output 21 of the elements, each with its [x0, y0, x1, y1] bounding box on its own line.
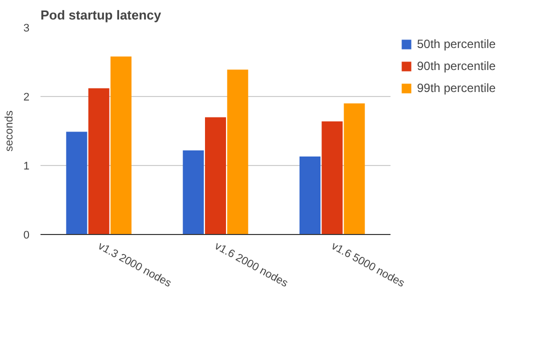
bar: [227, 70, 248, 234]
bar: [182, 150, 204, 234]
bar: [322, 121, 343, 234]
y-tick-label: 0: [23, 230, 30, 242]
y-tick-label: 2: [23, 92, 30, 104]
bar: [110, 56, 132, 234]
legend-label: 90th percentile: [417, 59, 497, 73]
y-axis-title: seconds: [3, 110, 16, 152]
x-tick-label: v1.6 5000 nodes: [329, 240, 407, 290]
y-tick-label: 3: [23, 22, 30, 34]
y-tick-label: 1: [23, 160, 30, 172]
x-tick-label: v1.3 2000 nodes: [96, 240, 174, 290]
bar: [66, 132, 88, 234]
legend-label: 50th percentile: [417, 37, 497, 51]
bar: [344, 103, 365, 234]
bar: [88, 88, 110, 234]
bar: [205, 117, 226, 234]
legend-label: 99th percentile: [417, 81, 497, 95]
bar: [300, 156, 320, 234]
x-tick-label: v1.6 2000 nodes: [212, 240, 290, 290]
chart-title: Pod startup latency: [40, 8, 162, 22]
